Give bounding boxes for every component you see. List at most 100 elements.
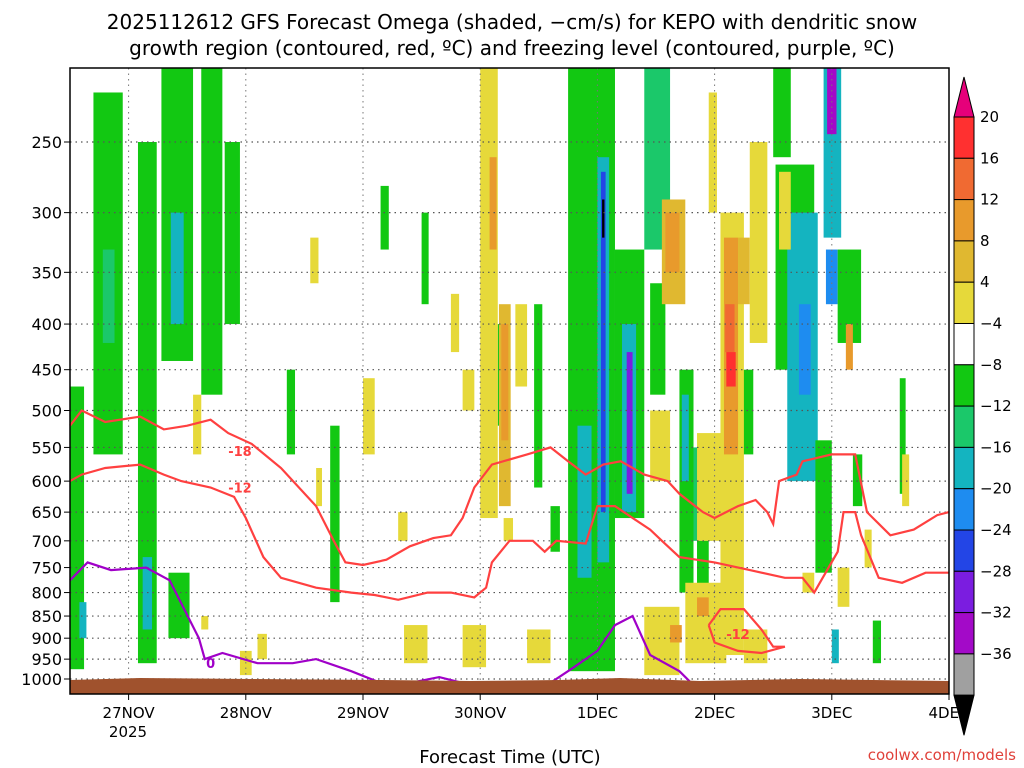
omega-cell [725,304,735,353]
contour-dgz-minus12 [69,463,949,601]
y-tick-label: 400 [31,315,62,334]
colorbar-bin [953,446,975,490]
colorbar-tick-label: −24 [980,521,1012,539]
omega-cell [626,352,633,494]
x-tick-label: 2DEC [694,704,735,722]
colorbar-bin [953,323,975,366]
omega-cell [257,633,267,660]
chart-title-line1: 2025112612 GFS Forecast Omega (shaded, −… [107,10,917,34]
omega-cell [743,629,768,664]
omega-cell [534,304,543,488]
y-tick-label: 350 [31,263,62,282]
contour-label: -18 [228,445,252,460]
omega-cell [286,369,296,455]
omega-cell [899,378,906,494]
x-axis: 27NOV 28NOV 29NOV 30NOV 1DEC 2DEC 3DEC 4DEC [103,694,970,722]
omega-cell [650,410,671,482]
colorbar-tick-label: −20 [980,480,1012,498]
colorbar-bin [953,405,975,448]
credit-link[interactable]: coolwx.com/models [868,746,1016,764]
omega-cell [316,467,322,507]
omega-cell [201,616,209,630]
colorbar-tick-label: −16 [980,438,1012,456]
contour-label: 0 [206,657,215,672]
colorbar-tick-label: −12 [980,397,1012,415]
colorbar-bin [953,529,975,572]
colorbar-tick-label: 20 [980,108,999,126]
x-tick-label: 1DEC [577,704,618,722]
contour-dgz-minus18 [69,409,950,567]
omega-cell [577,425,592,578]
x-tick-label: 28NOV [220,704,273,722]
omega-cell [193,394,202,455]
colorbar-tick-label: 16 [980,149,999,167]
colorbar-tick-label: −36 [980,645,1012,663]
omega-cell [825,249,838,305]
omega-cell [837,567,850,607]
x-tick-label: 27NOV [103,704,156,722]
omega-cell [404,625,428,664]
omega-cell [815,440,832,573]
omega-cell [779,171,791,250]
y-tick-label: 900 [31,629,62,648]
colorbar-over-arrow [953,76,975,118]
colorbar-bin [953,653,975,696]
omega-cell [773,68,791,158]
y-tick-label: 850 [31,607,62,626]
x-tick-label: 3DEC [811,704,852,722]
omega-cell [79,602,87,639]
omega-cell [738,237,750,305]
y-tick-label: 800 [31,584,62,603]
colorbar-bin [953,364,975,407]
y-tick-label: 700 [31,532,62,551]
omega-shading [70,68,910,676]
colorbar-tick-label: −8 [980,356,1002,374]
omega-cell [831,629,839,664]
omega-cell [802,572,815,593]
y-tick-label: 650 [31,503,62,522]
colorbar-bin [953,488,975,531]
colorbar-bin [953,570,975,614]
y-tick-label: 300 [31,204,62,223]
omega-cell [462,625,487,668]
omega-cell [902,454,910,507]
omega-cell [650,283,666,395]
omega-cell [462,369,475,411]
x-axis-label: Forecast Time (UTC) [419,747,600,768]
omega-cell [515,304,528,387]
colorbar-bin [953,199,975,242]
omega-cell [142,557,153,630]
plot-frame [69,67,950,695]
colorbar-bin [953,116,975,159]
colorbar-tick-label: −32 [980,604,1012,622]
y-tick-label: 950 [31,650,62,669]
omega-cell [310,237,319,284]
x-tick-label: 30NOV [454,704,507,722]
x-year-label: 2025 [109,723,147,741]
omega-cell [70,386,85,670]
omega-cell [852,454,863,507]
omega-cell [175,249,182,294]
plot-area: -18 -12 -12 0 [69,67,950,695]
colorbar-bin [953,240,975,283]
colorbar-under-arrow [953,694,975,736]
omega-cell [872,620,882,664]
omega-cell [398,512,408,541]
omega-cell [224,142,240,325]
y-axis: 250 300 350 400 450 500 550 600 650 700 750 800 850 9… [21,133,70,689]
y-tick-label: 1000 [21,670,62,689]
omega-cell [685,582,727,664]
omega-cell [480,68,498,519]
omega-cell [102,249,115,343]
omega-cell [749,142,768,343]
omega-cell [550,506,560,552]
omega-cell [708,92,717,213]
omega-cell [845,324,853,370]
contour-label: -12 [726,628,750,643]
omega-cell [489,157,497,250]
omega-cell [363,378,375,455]
omega-cell [501,324,509,441]
omega-cell [330,425,340,603]
colorbar: 20 16 12 8 4 −4 −8 −12 −16 −20 −24 −28 −32 −36 [953,76,1012,736]
